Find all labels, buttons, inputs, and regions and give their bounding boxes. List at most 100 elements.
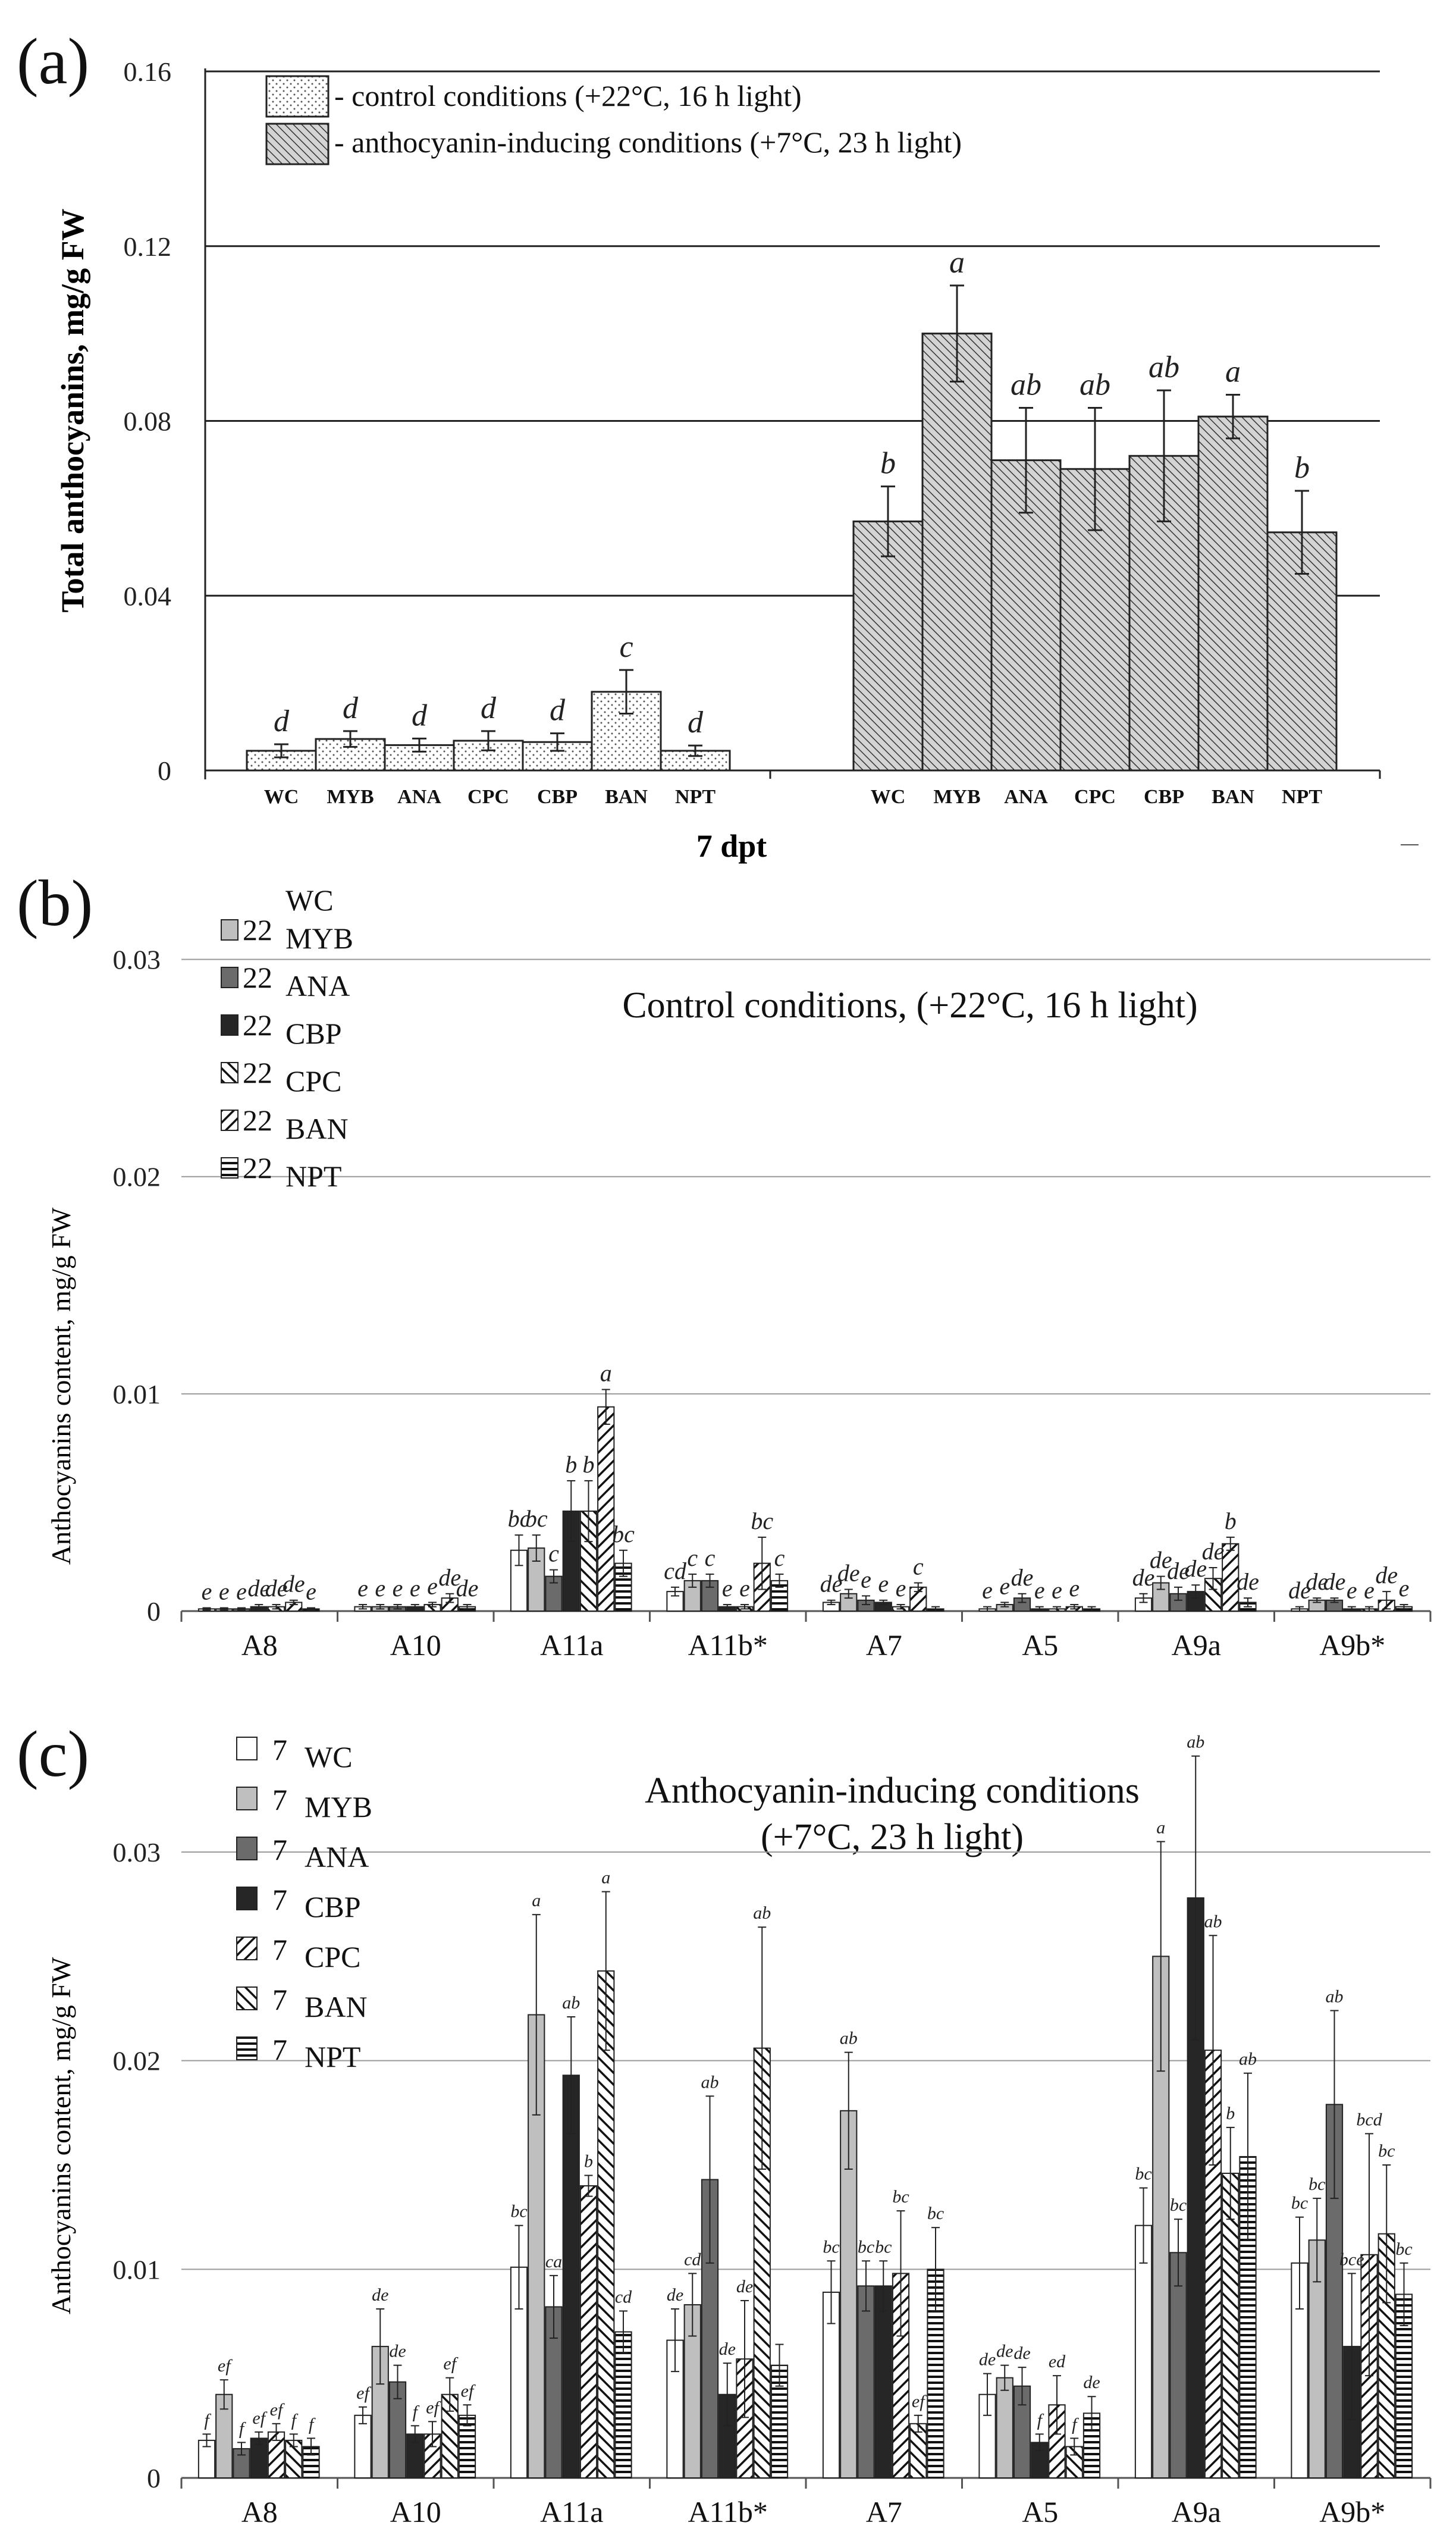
legend-c-label-CPC: CPC xyxy=(305,1940,361,1973)
panel-c-bar-A5-MYB xyxy=(996,2377,1013,2479)
panel-b-significance-letter: c xyxy=(687,1544,698,1571)
panel-b-significance-letter: b xyxy=(565,1451,577,1478)
panel-a-category-label: MYB xyxy=(327,786,374,808)
panel-c-significance-letter: de xyxy=(389,2342,406,2361)
panel-c-significance-letter: a xyxy=(532,1891,541,1910)
legend-b-swatch-BAN xyxy=(221,1110,239,1131)
panel-a-category-label: NPT xyxy=(1282,786,1322,808)
panel-c-subtitle: (+7°C, 23 h light) xyxy=(761,1817,1024,1857)
panel-c-significance-letter: ef xyxy=(426,2398,441,2417)
panel-c-significance-letter: de xyxy=(1083,2373,1100,2392)
panel-c-significance-letter: de xyxy=(667,2285,683,2305)
panel-c-significance-letter: f xyxy=(413,2402,420,2421)
panel-a-significance-letter: ab xyxy=(1011,368,1041,402)
panel-b-significance-letter: e xyxy=(982,1577,993,1604)
panel-b-significance-letter: de xyxy=(1288,1577,1311,1604)
panel-b-significance-letter: e xyxy=(1347,1577,1357,1604)
panel-c-significance-letter: bc xyxy=(1170,2195,1187,2215)
panel-b-significance-letter: de xyxy=(820,1571,843,1597)
panel-b-category-label: A11a xyxy=(540,1628,603,1662)
panel-c-significance-letter: bcd xyxy=(1356,2110,1382,2129)
panel-c-bar-A7-MYB xyxy=(840,2110,858,2479)
legend-b-label-CBP: CBP xyxy=(285,1017,342,1050)
panel-b-significance-letter: de xyxy=(438,1564,461,1591)
legend-b-prefix-BAN: 22 xyxy=(243,1104,272,1137)
panel-c-significance-letter: b xyxy=(584,2152,593,2172)
panel-c-category-label: A9b* xyxy=(1319,2495,1385,2528)
panel-a-significance-letter: d xyxy=(550,694,566,728)
panel-c-significance-letter: ef xyxy=(461,2381,476,2401)
panel-c-bar-A7-ANA xyxy=(857,2285,875,2479)
panel-b-y-tick-label: 0 xyxy=(147,1596,161,1627)
panel-b-significance-letter: b xyxy=(583,1451,595,1478)
panel-c-significance-letter: de xyxy=(736,2277,753,2296)
legend-c-swatch-NPT xyxy=(236,2036,258,2060)
legend-b-prefix-CBP: 22 xyxy=(243,1008,272,1042)
legend-control-label: - control conditions (+22°C, 16 h light) xyxy=(334,79,802,112)
panel-c-significance-letter: bc xyxy=(1395,2239,1412,2259)
panel-b-significance-letter: b xyxy=(1225,1508,1237,1534)
panel-c-y-axis-title: Anthocyanins content, mg/g FW xyxy=(46,1957,76,2314)
panel-c-significance-letter: de xyxy=(996,2342,1013,2361)
legend-b-title: WC xyxy=(285,883,334,917)
panel-b-significance-letter: e xyxy=(375,1575,385,1602)
panel-c-significance-letter: ef xyxy=(912,2392,927,2411)
panel-c-bar-A9a-WC xyxy=(1134,2224,1153,2479)
panel-a-category-label: ANA xyxy=(397,786,441,808)
panel-a-category-label: MYB xyxy=(933,786,980,808)
panel-c-significance-letter: ab xyxy=(562,1993,580,2013)
panel-c-significance-letter: cd xyxy=(684,2249,701,2269)
legend-b-label-CPC: CPC xyxy=(285,1064,342,1098)
panel-c-significance-letter: b xyxy=(1226,2104,1235,2123)
legend-b-prefix-NPT: 22 xyxy=(243,1151,272,1185)
panel-a-category-label: WC xyxy=(871,786,906,808)
panel-a-y-axis-title: Total anthocyanins, mg/g FW xyxy=(55,208,90,612)
legend-b-label-ANA: ANA xyxy=(285,969,350,1002)
panel-b-significance-letter: de xyxy=(456,1575,479,1602)
panel-a-significance-letter: d xyxy=(412,698,428,732)
panel-c-significance-letter: ab xyxy=(840,2029,858,2048)
panel-c-significance-letter: de xyxy=(372,2285,388,2305)
panel-c-bar-A10-BAN xyxy=(441,2393,459,2479)
panel-c-category-label: A7 xyxy=(866,2495,902,2528)
panel-a-significance-letter: c xyxy=(619,630,633,664)
panel-b-significance-letter: e xyxy=(357,1575,368,1602)
legend-c-label-CBP: CBP xyxy=(305,1890,361,1923)
panel-a-y-tick-label: 0.12 xyxy=(124,231,172,262)
legend-b-label-NPT: NPT xyxy=(285,1160,341,1193)
panel-a-category-label: CBP xyxy=(537,786,578,808)
legend-c-prefix-WC: 7 xyxy=(272,1733,287,1766)
legend-c-label-ANA: ANA xyxy=(305,1840,369,1873)
legend-inducing-swatch xyxy=(265,123,330,165)
panel-a-bar-inducing-WC xyxy=(852,520,924,772)
panel-c-significance-letter: f xyxy=(291,2410,299,2430)
panel-b-significance-letter: a xyxy=(600,1360,612,1387)
panel-c-significance-letter: a xyxy=(1156,1818,1165,1837)
panel-c-significance-letter: f xyxy=(1037,2410,1044,2430)
panel-b-bar-A9a-BAN xyxy=(1222,1543,1240,1612)
panel-b-category-label: A9a xyxy=(1172,1628,1221,1662)
panel-c-significance-letter: de xyxy=(1013,2343,1030,2363)
panel-b-category-label: A5 xyxy=(1022,1628,1058,1662)
panel-a-significance-letter: b xyxy=(1294,451,1310,485)
panel-b-significance-letter: e xyxy=(739,1575,750,1602)
panel-a-category-label: BAN xyxy=(1212,786,1254,808)
legend-b-swatch-CBP xyxy=(221,1014,239,1036)
panel-c-significance-letter: bc xyxy=(1291,2194,1308,2213)
panel-b-significance-letter: c xyxy=(705,1544,716,1571)
legend-b-prefix-ANA: 22 xyxy=(243,961,272,994)
panel-c-significance-letter: de xyxy=(719,2339,736,2359)
panel-a-category-label: CPC xyxy=(1074,786,1116,808)
panel-a-category-label: ANA xyxy=(1004,786,1048,808)
panel-c-category-label: A11b* xyxy=(688,2495,768,2528)
legend-b-prefix-CPC: 22 xyxy=(243,1056,272,1089)
legend-c-prefix-ANA: 7 xyxy=(272,1833,287,1866)
panel-c-bar-A9a-BAN xyxy=(1222,2173,1240,2479)
legend-c-swatch-CPC xyxy=(236,1937,258,1960)
panel-c-significance-letter: de xyxy=(979,2350,996,2370)
panel-a-y-tick-label: 0 xyxy=(158,756,171,786)
panel-c-significance-letter: ab xyxy=(1204,1912,1222,1931)
legend-c-prefix-CPC: 7 xyxy=(272,1933,287,1966)
panel-c-bar-A9a-ANA xyxy=(1169,2252,1187,2479)
legend-c-label-MYB: MYB xyxy=(305,1790,372,1823)
